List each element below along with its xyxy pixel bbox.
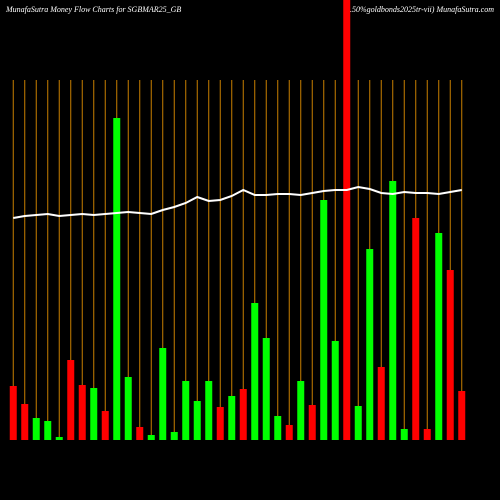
bar (32, 418, 40, 440)
bar (366, 249, 374, 440)
bar (331, 341, 339, 440)
bar (320, 200, 328, 440)
chart-title: MunafaSutra Money Flow Charts for SGBMAR… (5, 5, 181, 14)
bar (458, 391, 466, 440)
bar (113, 118, 121, 440)
bar (101, 411, 109, 440)
money-flow-line (13, 185, 462, 219)
bar (251, 303, 259, 440)
bar (423, 429, 431, 440)
bar (435, 233, 443, 440)
bar (205, 381, 213, 440)
bar (170, 432, 178, 440)
chart-subtitle: (2.50%goldbonds2025tr-vii) MunafaSutra.c… (343, 5, 494, 14)
bar (354, 406, 362, 440)
bar (78, 385, 86, 440)
bar (297, 381, 305, 440)
bar (159, 348, 167, 440)
bar (343, 0, 351, 440)
bar (124, 377, 132, 440)
bar (228, 396, 236, 440)
bar (44, 421, 52, 440)
bar (400, 429, 408, 440)
bar (308, 405, 316, 440)
bar (193, 401, 201, 440)
bar (412, 218, 420, 440)
bar (285, 425, 293, 440)
bar (147, 435, 155, 440)
bar (21, 404, 29, 440)
bar (182, 381, 190, 440)
bar (377, 367, 385, 440)
bar (216, 407, 224, 440)
bar (90, 388, 98, 440)
bar (9, 386, 17, 440)
bar (239, 389, 247, 440)
bar (274, 416, 282, 440)
bar (67, 360, 75, 440)
bar (55, 437, 63, 440)
bar (262, 338, 270, 440)
bar (389, 181, 397, 440)
bar (446, 270, 454, 440)
bar (136, 427, 144, 440)
